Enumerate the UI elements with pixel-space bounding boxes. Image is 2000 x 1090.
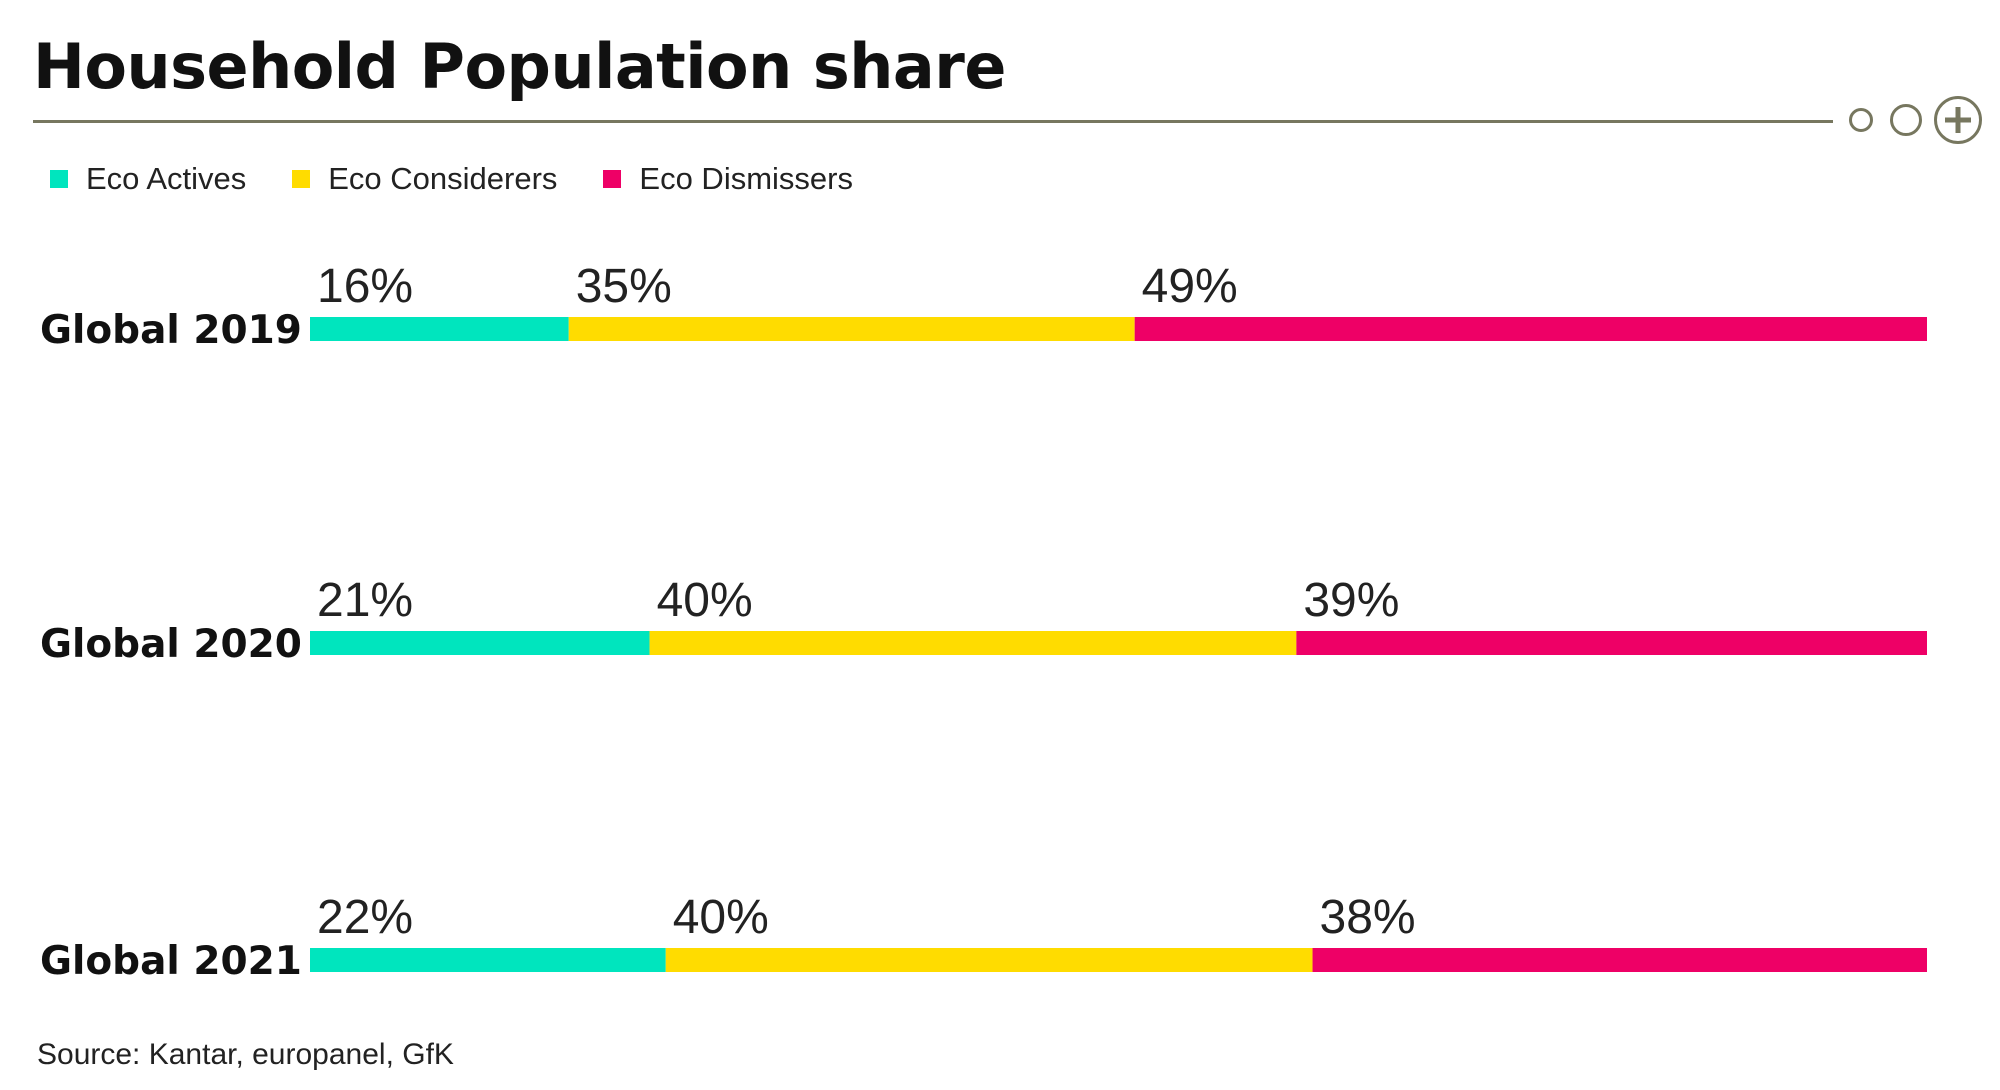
bar-segment[interactable] [1296,631,1927,655]
category-label: Global 2021 [40,939,302,984]
data-label: 16% [317,260,413,313]
source-note: Source: Kantar, europanel, GfK [37,1038,454,1071]
category-label: Global 2019 [40,308,302,353]
title-divider [33,120,1833,123]
bar-row: Global 2020 21% 40% 39% [40,574,1927,667]
circle-outline-icon[interactable] [1890,104,1922,136]
bar-segment[interactable] [649,631,1297,655]
legend-item-eco-considerers[interactable]: Eco Considerers [292,161,557,197]
legend-label: Eco Actives [86,161,247,196]
legend-swatch [292,170,311,188]
bar-segment[interactable] [310,948,666,972]
data-label: 21% [317,574,413,627]
bar-segment[interactable] [310,317,569,341]
data-label: 40% [657,574,753,627]
legend-item-eco-dismissers[interactable]: Eco Dismissers [603,161,853,197]
bar-row: Global 2021 22% 40% 38% [40,891,1927,984]
data-label: 22% [317,891,413,944]
data-label: 49% [1142,260,1238,313]
data-label: 40% [673,891,769,944]
bar-segment[interactable] [665,948,1313,972]
data-label: 39% [1303,574,1399,627]
data-label: 35% [576,260,672,313]
legend-item-eco-actives[interactable]: Eco Actives [50,161,246,197]
data-label: 38% [1320,891,1416,944]
bar-row: Global 2019 16% 35% 49% [40,260,1927,353]
bar-segment[interactable] [1134,317,1927,341]
circle-outline-icon[interactable] [1849,108,1873,132]
legend-swatch [603,170,622,188]
category-label: Global 2020 [40,622,302,667]
legend-swatch [50,170,68,188]
bar-segment[interactable] [568,317,1135,341]
chart-legend: Eco Actives Eco Considerers Eco Dismisse… [50,161,899,197]
legend-label: Eco Considerers [328,161,558,196]
bar-segment[interactable] [1312,948,1927,972]
bar-segment[interactable] [310,631,650,655]
plus-circle-icon[interactable] [1934,96,1982,144]
chart-title: Household Population share [33,30,1006,103]
legend-label: Eco Dismissers [639,161,853,196]
